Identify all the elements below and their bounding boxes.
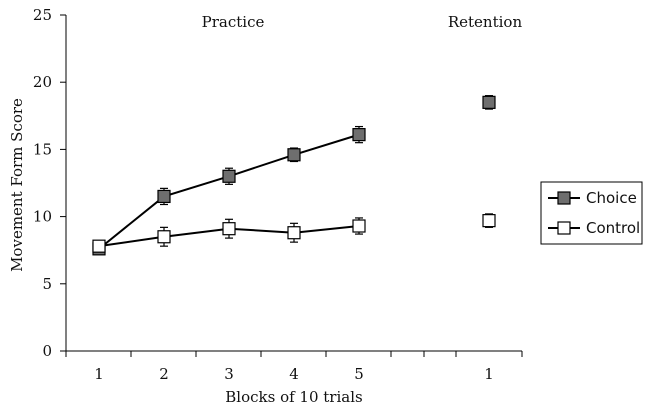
data-point-control [482, 214, 496, 228]
data-point-choice [157, 189, 171, 204]
x-axis-title: Blocks of 10 trials [225, 388, 362, 406]
legend-marker-control [557, 221, 571, 235]
x-tick-label: 2 [159, 365, 169, 383]
legend-label-choice: Choice [586, 189, 637, 207]
x-tick-label: 1 [484, 365, 494, 383]
y-tick-label: 5 [42, 275, 52, 293]
legend-label-control: Control [586, 219, 640, 237]
legend-item-control: Control [548, 219, 640, 237]
y-tick-label: 20 [33, 73, 52, 91]
data-point-control [157, 230, 171, 244]
axes: 0 5 10 15 20 25 1 2 3 4 5 1 [33, 6, 523, 383]
phase-label-practice: Practice [202, 13, 265, 31]
y-tick-label: 10 [33, 208, 52, 226]
x-tick-label: 5 [354, 365, 364, 383]
x-tick-label: 4 [289, 365, 299, 383]
data-point-control [222, 222, 236, 236]
legend: Choice Control [540, 181, 643, 245]
y-tick-label: 25 [33, 6, 52, 24]
legend-item-choice: Choice [548, 189, 637, 207]
x-tick-label: 1 [94, 365, 104, 383]
data-point-choice [352, 128, 366, 142]
data-point-choice [482, 95, 496, 109]
data-point-control [352, 219, 366, 233]
data-point-choice [287, 148, 301, 162]
chart-marks [92, 95, 496, 256]
y-tick-label: 15 [33, 140, 52, 158]
phase-label-retention: Retention [448, 13, 523, 31]
data-point-control [287, 226, 301, 240]
legend-marker-choice [557, 191, 571, 205]
data-point-control [92, 239, 106, 253]
y-axis-title: Movement Form Score [8, 98, 26, 272]
data-point-choice [222, 169, 236, 183]
y-tick-label: 0 [42, 342, 52, 360]
series-control [92, 213, 496, 253]
x-tick-label: 3 [224, 365, 234, 383]
